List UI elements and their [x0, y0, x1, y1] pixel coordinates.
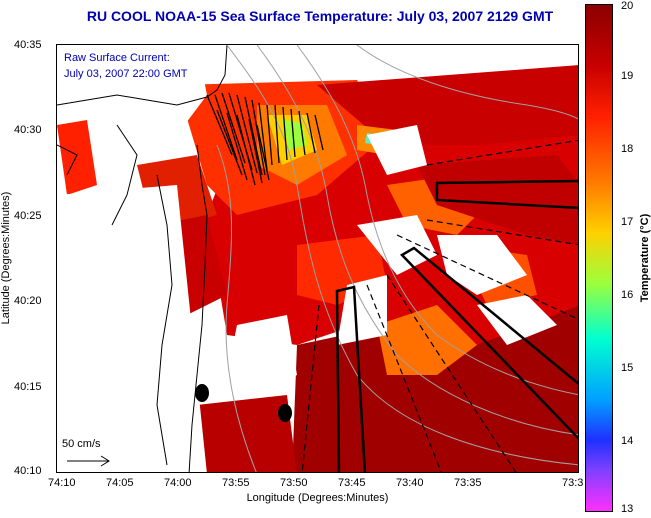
y-tick: 40:30: [14, 124, 42, 136]
x-tick: 73:40: [396, 477, 424, 489]
colorbar-tick: 18: [621, 143, 634, 155]
x-tick: 74:05: [106, 477, 134, 489]
x-tick: 74:00: [164, 477, 192, 489]
scale-arrow: [67, 455, 110, 467]
map-area: [56, 44, 579, 473]
surface-current-vectors: [206, 92, 324, 186]
y-tick: 40:35: [14, 39, 42, 51]
buoy-marker: [195, 384, 209, 402]
survey-boxes: [335, 179, 578, 472]
colorbar-tick: 17: [621, 216, 634, 228]
y-tick: 40:20: [14, 295, 42, 307]
dashed-lines: [301, 139, 578, 472]
sst-map: [57, 45, 578, 472]
coastline: [57, 45, 228, 472]
colorbar-tick: 19: [621, 70, 634, 82]
sst-field: [57, 45, 578, 472]
y-tick: 40:10: [14, 465, 42, 477]
y-tick: 40:15: [14, 381, 42, 393]
x-tick: 73:35: [454, 477, 482, 489]
temperature-colorbar: [585, 4, 613, 512]
colorbar-tick: 20: [621, 0, 634, 12]
current-legend-line2: July 03, 2007 22:00 GMT: [64, 68, 188, 80]
y-axis-label: Latitude (Degrees:Minutes): [0, 191, 12, 325]
scale-label: 50 cm/s: [62, 438, 101, 450]
current-legend-line1: Raw Surface Current:: [64, 52, 170, 64]
colorbar-tick: 14: [621, 435, 634, 447]
colorbar-tick: 16: [621, 289, 634, 301]
bathymetry-contours: [216, 45, 578, 472]
x-tick: 73:45: [338, 477, 366, 489]
y-tick: 40:25: [14, 210, 42, 222]
x-tick: 73:50: [280, 477, 308, 489]
x-tick: 73:55: [222, 477, 250, 489]
colorbar-tick: 15: [621, 362, 634, 374]
colorbar-label: Temperature (°C): [639, 213, 651, 303]
x-tick: 74:10: [48, 477, 76, 489]
colorbar-tick: 13: [621, 503, 634, 515]
x-tick: 73:3: [562, 477, 584, 489]
map-title: RU COOL NOAA-15 Sea Surface Temperature:…: [86, 8, 554, 24]
x-axis-label: Longitude (Degrees:Minutes): [246, 492, 389, 504]
buoy-marker: [278, 404, 292, 422]
